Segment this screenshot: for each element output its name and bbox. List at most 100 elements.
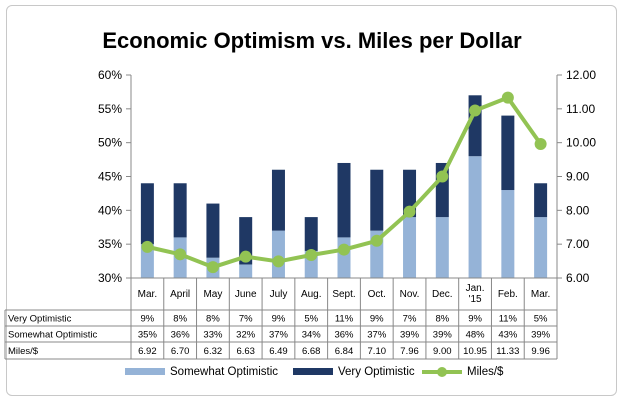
legend-swatch-very-optimistic [293, 368, 333, 375]
bar-very-optimistic [370, 169, 384, 231]
y-left-tick-label: 60% [98, 68, 122, 82]
legend-label-very-optimistic: Very Optimistic [338, 366, 415, 378]
y-left-tick-label: 30% [98, 271, 122, 285]
x-category-label: Aug. [301, 289, 322, 300]
table-cell: 37% [367, 330, 387, 341]
table-cell: 11% [335, 314, 354, 325]
plot-area: 30% 35% 40% 45% 50% 55% 60% 6.00 7.00 8.00 9.00 10.… [4, 68, 596, 378]
x-category-label: Sept. [332, 289, 355, 300]
y-left-tick-label: 40% [98, 203, 122, 217]
miles-per-dollar-point [141, 240, 154, 253]
y-right-tick-label: 12.00 [566, 68, 596, 82]
table-cell: 8% [173, 314, 187, 325]
x-category-label: Jan. '15 [466, 283, 485, 305]
y-right-tick-label: 9.00 [566, 170, 590, 184]
miles-per-dollar-point [206, 261, 219, 274]
y-left-tick-label: 35% [98, 237, 122, 251]
bar-somewhat-optimistic [435, 217, 449, 278]
table-cell: 5% [534, 314, 548, 325]
table-cell: 7.10 [368, 346, 387, 357]
table-cell: 6.68 [302, 346, 321, 357]
table-cell: 33% [203, 330, 223, 341]
bar-very-optimistic [140, 183, 154, 245]
table-cell: 6.92 [138, 346, 157, 357]
table-cell: 43% [498, 330, 518, 341]
y-left-tick-label: 50% [98, 136, 122, 150]
bar-somewhat-optimistic [140, 244, 154, 278]
table-cell: 5% [304, 314, 318, 325]
miles-per-dollar-point [469, 104, 482, 117]
bar-somewhat-optimistic [403, 217, 417, 278]
table-row-header: Somewhat Optimistic [8, 330, 97, 341]
bar-very-optimistic [304, 217, 318, 251]
table-cell: 6.63 [236, 346, 255, 357]
table-cell: 7.96 [400, 346, 419, 357]
miles-per-dollar-point [272, 255, 285, 268]
y-right-tick-label: 8.00 [566, 203, 590, 217]
x-category-label: Feb. [498, 289, 518, 300]
table-row-header: Miles/$ [8, 346, 39, 357]
table-cell: 34% [302, 330, 322, 341]
table-cell: 48% [466, 330, 486, 341]
table-cell: 39% [433, 330, 453, 341]
bar-very-optimistic [468, 95, 482, 157]
table-cell: 11% [499, 314, 518, 325]
table-cell: 9% [272, 314, 286, 325]
y-left-tick-label: 45% [98, 170, 122, 184]
miles-per-dollar-point [338, 243, 350, 256]
table-cell: 6.84 [335, 346, 354, 357]
table-cell: 11.33 [496, 346, 519, 357]
table-cell: 9.96 [531, 346, 550, 357]
table-cell: 9% [141, 314, 155, 325]
bar-very-optimistic [534, 183, 548, 218]
table-cell: 36% [171, 330, 191, 341]
bar-very-optimistic [271, 169, 285, 231]
table-cell: 32% [236, 330, 256, 341]
bar-somewhat-optimistic [337, 237, 351, 278]
legend-label-miles-per-dollar: Miles/$ [467, 366, 504, 378]
legend-label-somewhat-optimistic: Somewhat Optimistic [170, 366, 278, 378]
table-cell: 7% [403, 314, 417, 325]
table-cell: 9.00 [433, 346, 452, 357]
x-category-label: Oct. [368, 289, 386, 300]
y-right-tick-label: 7.00 [566, 237, 590, 251]
miles-per-dollar-point [305, 248, 318, 261]
x-category-label: June [235, 289, 257, 300]
bar-very-optimistic [337, 162, 351, 238]
table-cell: 6.49 [269, 346, 288, 357]
table-cell: 39% [531, 330, 551, 341]
miles-per-dollar-point [534, 138, 547, 151]
table-cell: 39% [400, 330, 420, 341]
table-cell: 37% [269, 330, 289, 341]
miles-per-dollar-point [436, 170, 449, 183]
table-cell: 9% [468, 314, 482, 325]
miles-per-dollar-point [501, 91, 514, 104]
x-category-label: Mar. [531, 289, 550, 300]
bar-somewhat-optimistic [239, 264, 253, 278]
table-cell: 8% [435, 314, 449, 325]
chart-frame [6, 5, 617, 396]
miles-per-dollar-point [370, 234, 383, 247]
y-left-tick-label: 55% [98, 102, 122, 116]
chart-title: Economic Optimism vs. Miles per Dollar [102, 28, 522, 53]
y-right-tick-label: 10.00 [566, 136, 596, 150]
bar-very-optimistic [403, 169, 417, 218]
x-category-label: April [170, 289, 190, 300]
bar-somewhat-optimistic [271, 230, 285, 278]
y-right-tick-label: 6.00 [566, 271, 590, 285]
miles-per-dollar-point [174, 248, 187, 261]
miles-per-dollar-point [403, 205, 416, 218]
bar-very-optimistic [501, 115, 515, 191]
table-cell: 9% [370, 314, 384, 325]
y-right-tick-label: 11.00 [566, 102, 595, 116]
table-row-header: Very Optimistic [8, 314, 72, 325]
x-category-label: Nov. [400, 289, 420, 300]
table-cell: 36% [334, 330, 354, 341]
x-category-label: Dec. [432, 289, 453, 300]
table-cell: 8% [206, 314, 220, 325]
legend-swatch-miles-point [437, 367, 447, 377]
bar-very-optimistic [206, 203, 220, 258]
miles-per-dollar-point [239, 250, 252, 263]
bar-somewhat-optimistic [501, 190, 515, 278]
